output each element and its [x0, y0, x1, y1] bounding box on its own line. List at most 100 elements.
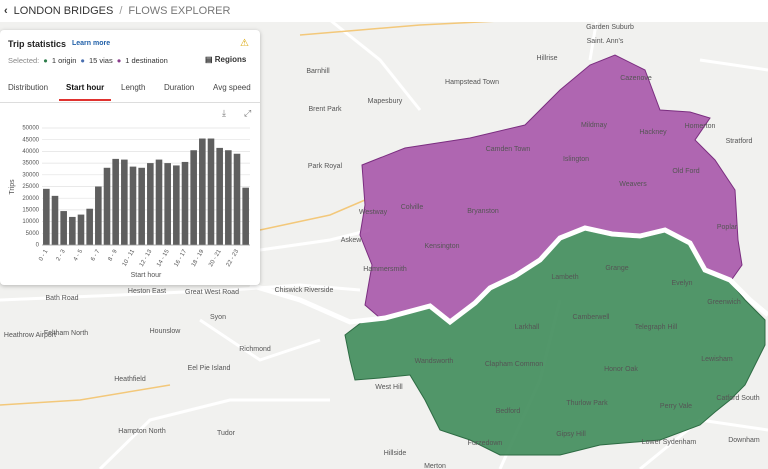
bar [129, 166, 137, 245]
place-label: Great West Road [185, 289, 239, 296]
place-label: Saint. Ann's [587, 38, 624, 45]
tab[interactable]: Start hour [66, 83, 105, 92]
top-bar: ‹ LONDON BRIDGES / FLOWS EXPLORER [0, 0, 768, 22]
place-label: Syon [210, 314, 226, 321]
place-label: Bryanston [467, 208, 499, 215]
back-button[interactable]: ‹ [4, 5, 8, 17]
bar [95, 186, 102, 245]
place-label: Greenwich [707, 299, 741, 306]
y-tick-label: 20000 [22, 196, 39, 202]
place-label: Homerton [685, 123, 716, 130]
regions-label: Regions [214, 55, 247, 64]
place-label: Hounslow [150, 328, 182, 335]
place-label: Westway [359, 209, 388, 216]
bar [60, 211, 67, 245]
bar [69, 216, 76, 245]
place-label: Bedford [496, 408, 521, 415]
place-label: Islington [563, 156, 589, 163]
place-label: Feltham North [44, 330, 88, 337]
warning-icon[interactable]: ⚠ [240, 38, 249, 49]
bar [233, 153, 241, 245]
selected-label: Selected: [8, 56, 40, 65]
bar [164, 163, 171, 245]
place-label: Cazenove [620, 75, 652, 82]
place-label: Bath Road [45, 295, 78, 302]
bar [112, 158, 119, 245]
x-tick-label: 0 - 1 [38, 248, 50, 262]
x-tick-label: 16 - 17 [174, 248, 189, 268]
place-label: Thurlow Park [566, 400, 608, 407]
tab[interactable]: Distribution [8, 83, 49, 92]
place-label: Poplar [717, 224, 738, 231]
place-label: Hammersmith [363, 266, 407, 273]
selection: Selected: ● 1 origin ● 15 vias ● 1 destinat… [8, 56, 168, 65]
bar [242, 187, 249, 245]
learn-more[interactable]: Learn more [72, 40, 111, 47]
x-tick-label: 20 - 21 [208, 248, 223, 268]
place-label: Hackney [639, 129, 667, 136]
tab[interactable]: Length [121, 83, 146, 92]
y-tick-label: 45000 [22, 137, 39, 143]
place-label: West Hill [375, 384, 403, 391]
tabs: Distribution Start hour Length Duration Avg … [0, 78, 260, 103]
place-label: Lewisham [701, 356, 733, 363]
regions-button[interactable]: ▤ Regions [205, 55, 247, 64]
bar [77, 214, 85, 245]
place-label: Hillside [384, 450, 407, 457]
place-label: Honor Oak [604, 366, 638, 373]
bar [121, 159, 128, 245]
y-tick-label: 35000 [22, 161, 39, 167]
x-tick-label: 6 - 7 [90, 248, 102, 262]
y-tick-label: 50000 [22, 126, 39, 132]
place-label: Larkhall [515, 324, 540, 331]
place-label: Mapesbury [368, 98, 403, 105]
expand-icon[interactable]: ⤢ [244, 108, 252, 118]
place-label: Camberwell [573, 314, 610, 321]
place-label: Wandsworth [415, 358, 454, 365]
bar [51, 195, 59, 245]
bar [207, 138, 215, 245]
place-label: Downham [728, 437, 760, 444]
section: FLOWS EXPLORER [128, 5, 231, 17]
bar [199, 138, 206, 245]
place-label: Chiswick Riverside [275, 287, 334, 294]
place-label: Hampton North [118, 428, 166, 435]
major-roads [0, 19, 521, 406]
download-icon[interactable]: ⤓ [222, 108, 226, 118]
brand[interactable]: LONDON BRIDGES [13, 5, 114, 17]
place-label: Gipsy Hill [556, 431, 586, 438]
place-label: Barnhill [306, 68, 330, 75]
place-label: Kensington [424, 243, 459, 250]
place-label: Richmond [239, 346, 271, 353]
bar [103, 167, 111, 245]
x-tick-label: 10 - 11 [122, 248, 137, 267]
place-label: Telegraph Hill [635, 324, 678, 331]
x-tick-label: 12 - 13 [139, 248, 154, 268]
place-label: Park Royal [308, 163, 343, 170]
place-label: Brent Park [308, 106, 342, 113]
chip: 1 origin [51, 56, 77, 65]
x-tick-label: 4 - 5 [73, 248, 85, 262]
panel-title: Trip statistics [8, 39, 67, 49]
chip: 15 vias [88, 56, 113, 65]
chip: 1 destination [125, 56, 168, 65]
y-tick-label: 5000 [26, 231, 40, 237]
place-label: Camden Town [486, 146, 531, 153]
y-tick-label: 30000 [22, 172, 39, 178]
place-label: Askew [341, 237, 363, 244]
place-label: Stratford [726, 138, 753, 145]
place-label: Weavers [619, 181, 647, 188]
place-label: Catford South [716, 395, 759, 402]
place-label: Lower Sydenham [642, 439, 697, 446]
y-tick-label: 15000 [22, 207, 39, 213]
bar [216, 147, 223, 245]
chart: Trips Start hour 0 5000 10000 15000 20000 250… [9, 126, 250, 279]
tab[interactable]: Avg speed [213, 83, 251, 92]
tab[interactable]: Duration [164, 83, 195, 92]
bar [173, 165, 180, 245]
place-label: Eel Pie Island [188, 365, 231, 372]
place-label: Lambeth [551, 274, 578, 281]
active-tab-indicator [59, 99, 111, 101]
x-tick-label: 22 - 23 [226, 248, 241, 268]
